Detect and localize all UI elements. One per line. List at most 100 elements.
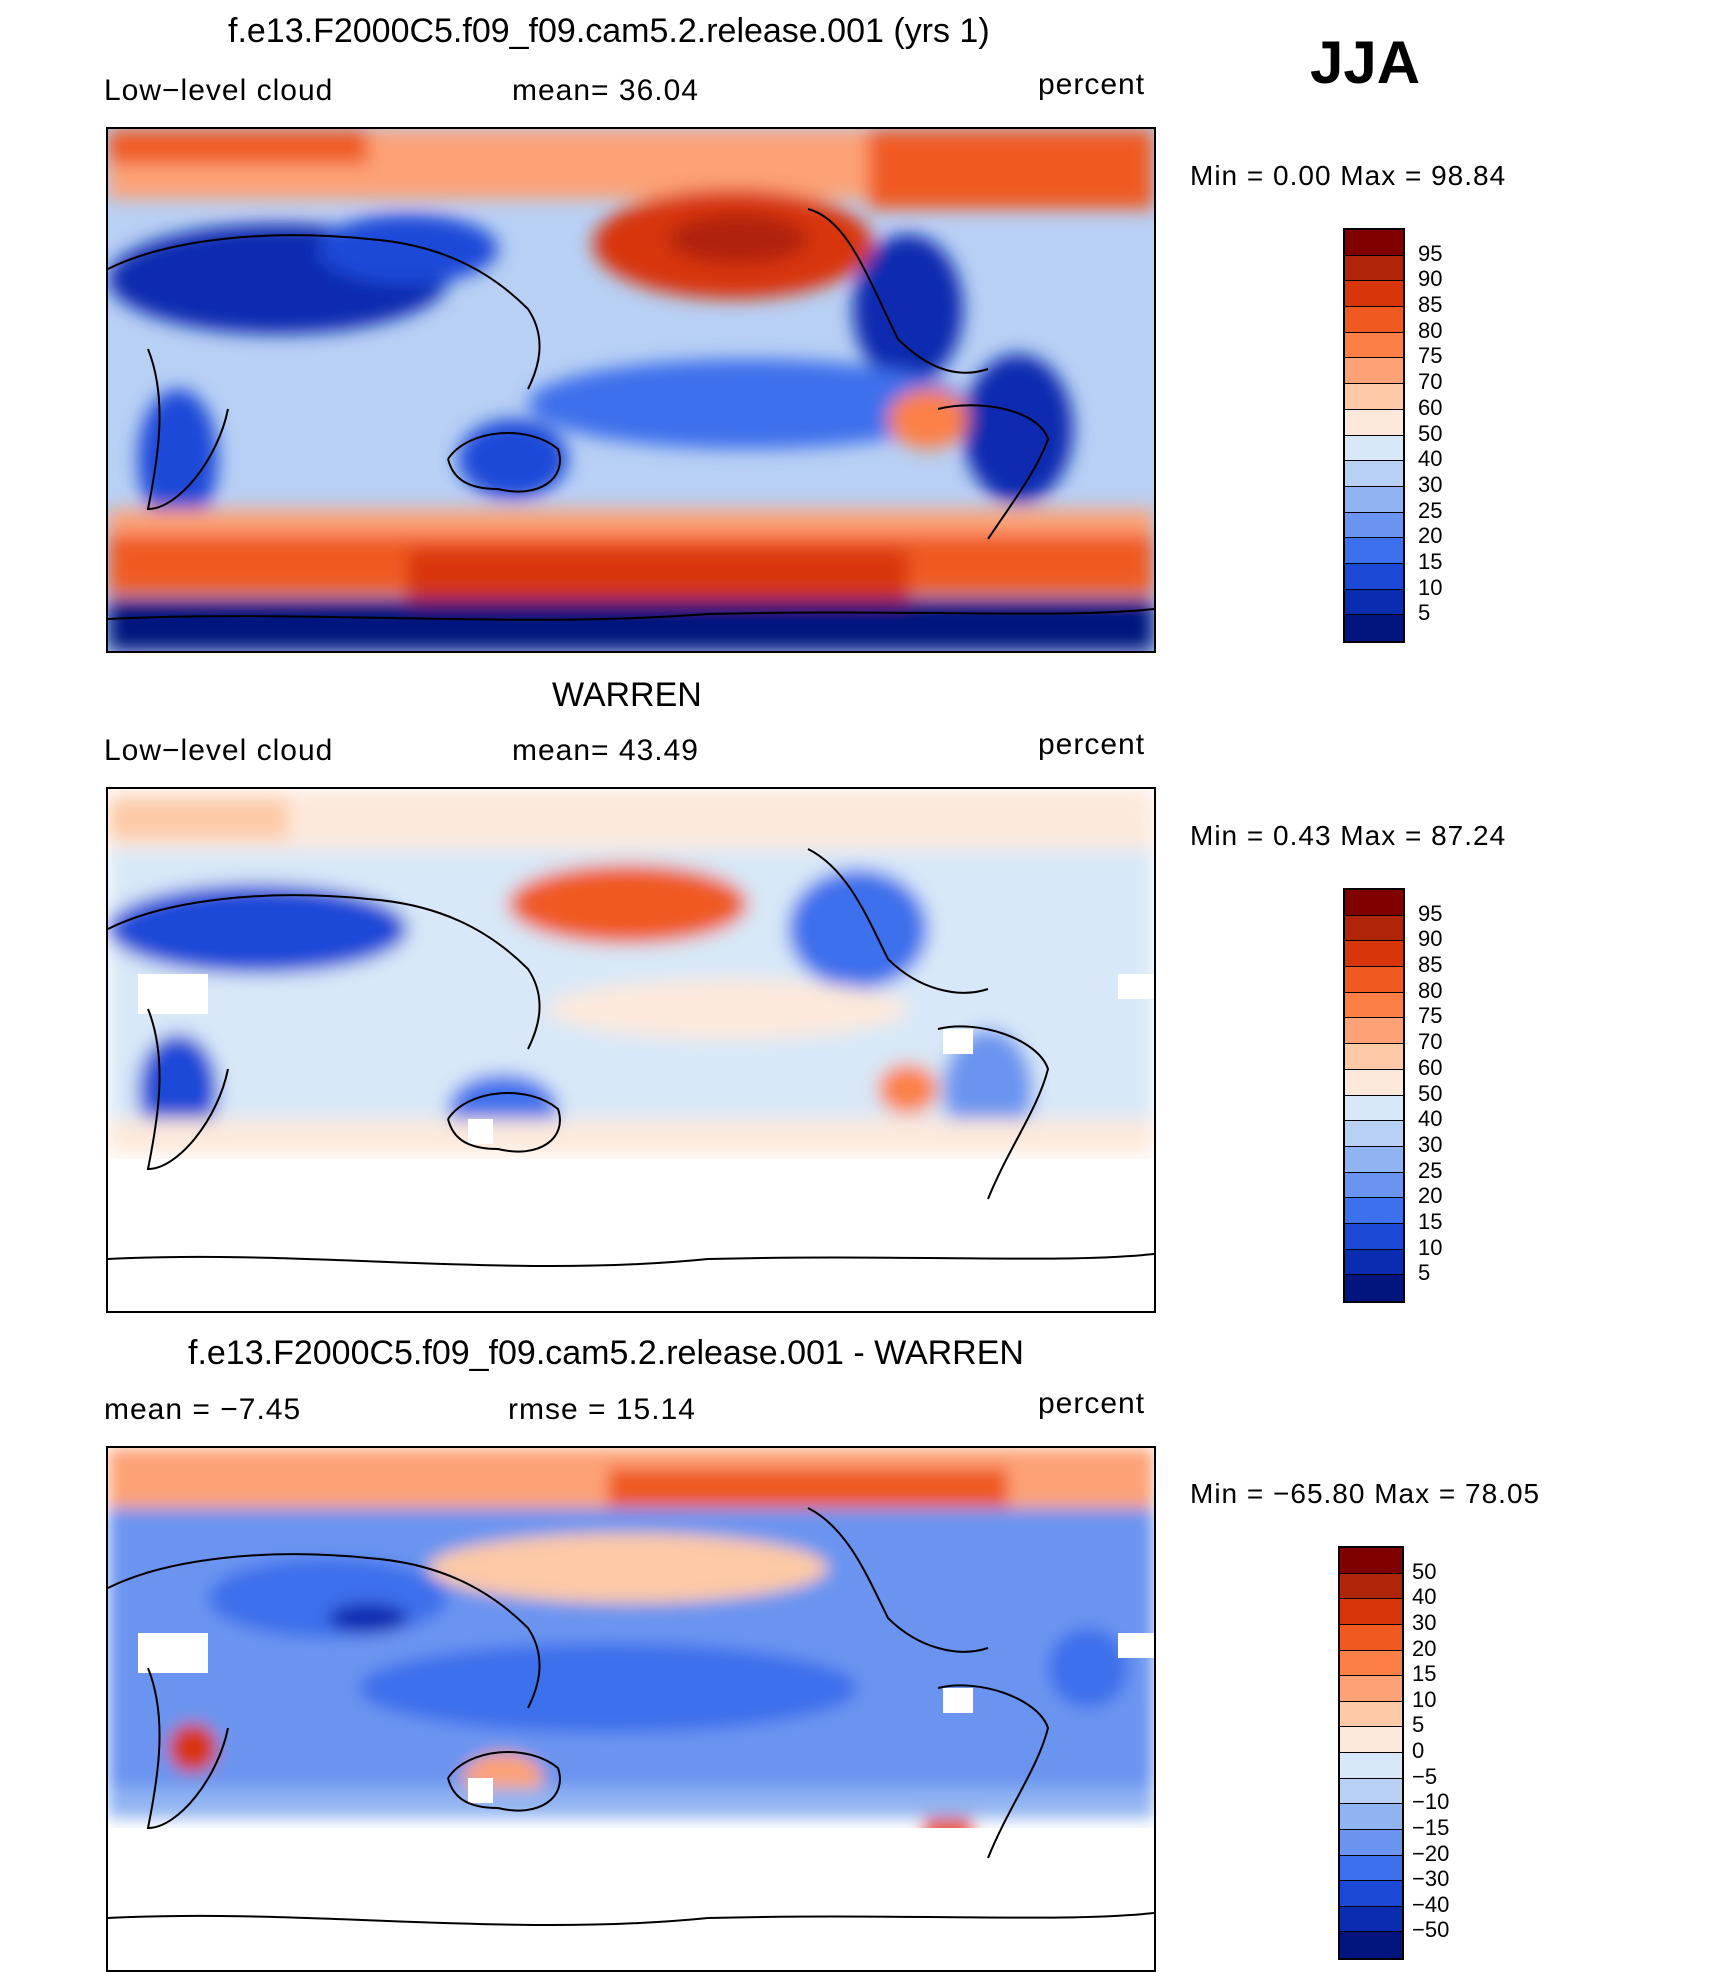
colorbar-swatch: [1345, 281, 1403, 308]
colorbar-swatch: [1345, 230, 1403, 256]
colorbar-swatch: [1345, 1223, 1403, 1250]
colorbar-tick-label: 15: [1418, 548, 1443, 574]
colorbar-tick-label: 25: [1418, 497, 1443, 523]
colorbar-swatch: [1340, 1855, 1402, 1882]
colorbar-swatch: [1345, 1018, 1403, 1045]
colorbar-swatch: [1345, 435, 1403, 462]
colorbar-swatch: [1340, 1932, 1402, 1958]
colorbar-tick-label: 75: [1418, 1003, 1443, 1029]
panel-3-mean-label: mean = −7.45: [104, 1393, 302, 1426]
colorbar-swatch: [1340, 1548, 1402, 1574]
panel-3-minmax: Min = −65.80 Max = 78.05: [1190, 1478, 1541, 1509]
colorbar-swatch: [1345, 992, 1403, 1019]
colorbar-swatch: [1340, 1829, 1402, 1856]
warren-cloud-map: [108, 789, 1154, 1311]
colorbar-swatch: [1340, 1753, 1402, 1779]
panel-2-minmax: Min = 0.43 Max = 87.24: [1190, 820, 1507, 851]
season-label: JJA: [1310, 29, 1421, 96]
panel-2-units-label: percent: [1038, 728, 1146, 761]
panel-2-title: WARREN: [552, 676, 702, 714]
colorbar-swatch: [1340, 1804, 1402, 1830]
colorbar-swatch: [1345, 512, 1403, 539]
colorbar-swatch: [1345, 589, 1403, 616]
colorbar-swatch: [1340, 1624, 1402, 1651]
colorbar-tick-label: −15: [1412, 1814, 1450, 1840]
colorbar-swatch: [1345, 967, 1403, 993]
colorbar-swatch: [1340, 1881, 1402, 1907]
colorbar-swatch: [1340, 1778, 1402, 1805]
colorbar-tick-label: 10: [1412, 1686, 1437, 1712]
colorbar-swatch: [1345, 307, 1403, 333]
colorbar-tick-label: 60: [1418, 394, 1443, 420]
colorbar-swatch: [1345, 941, 1403, 968]
colorbar-tick-label: −50: [1412, 1917, 1450, 1943]
colorbar-swatch: [1345, 1249, 1403, 1276]
panel-3-units-label: percent: [1038, 1387, 1146, 1420]
panel-2-variable-label: Low−level cloud: [104, 734, 334, 767]
panel-2-colorbar: [1343, 888, 1405, 1303]
colorbar-swatch: [1345, 1095, 1403, 1122]
colorbar-tick-label: 50: [1418, 1080, 1443, 1106]
colorbar-tick-label: 50: [1412, 1558, 1437, 1584]
colorbar-tick-label: 90: [1418, 926, 1443, 952]
colorbar-tick-label: 5: [1418, 1260, 1431, 1286]
colorbar-swatch: [1340, 1573, 1402, 1600]
colorbar-tick-label: 80: [1418, 977, 1443, 1003]
colorbar-tick-label: −30: [1412, 1866, 1450, 1892]
colorbar-swatch: [1345, 563, 1403, 590]
colorbar-tick-label: 60: [1418, 1054, 1443, 1080]
colorbar-tick-label: 15: [1418, 1208, 1443, 1234]
panel-1-title: f.e13.F2000C5.f09_f09.cam5.2.release.001…: [228, 12, 990, 50]
colorbar-tick-label: 40: [1418, 1106, 1443, 1132]
colorbar-swatch: [1345, 1172, 1403, 1199]
colorbar-swatch: [1340, 1701, 1402, 1728]
colorbar-tick-label: 20: [1412, 1635, 1437, 1661]
colorbar-tick-label: 40: [1412, 1584, 1437, 1610]
difference-map: [108, 1448, 1154, 1970]
colorbar-tick-label: 20: [1418, 1183, 1443, 1209]
colorbar-tick-label: 5: [1412, 1712, 1425, 1738]
colorbar-swatch: [1340, 1906, 1402, 1933]
colorbar-tick-label: 0: [1412, 1738, 1425, 1763]
colorbar-tick-label: 80: [1418, 317, 1443, 343]
colorbar-swatch: [1345, 358, 1403, 385]
colorbar-tick-label: 30: [1418, 1131, 1443, 1157]
colorbar-swatch: [1345, 1275, 1403, 1301]
colorbar-swatch: [1340, 1727, 1402, 1753]
colorbar-swatch: [1345, 486, 1403, 513]
colorbar-tick-label: 10: [1418, 574, 1443, 600]
colorbar-tick-label: 30: [1412, 1609, 1437, 1635]
panel-3-colorbar: [1338, 1546, 1404, 1960]
colorbar-tick-label: −20: [1412, 1840, 1450, 1866]
colorbar-swatch: [1345, 1146, 1403, 1173]
panel-1-map: [106, 127, 1156, 653]
colorbar-swatch: [1345, 255, 1403, 282]
colorbar-tick-label: 20: [1418, 523, 1443, 549]
colorbar-swatch: [1340, 1599, 1402, 1625]
panel-1-mean-label: mean= 36.04: [512, 74, 699, 107]
colorbar-tick-label: 40: [1418, 446, 1443, 472]
colorbar-tick-label: 30: [1418, 471, 1443, 497]
colorbar-tick-label: −10: [1412, 1789, 1450, 1815]
panel-3-rmse-label: rmse = 15.14: [508, 1393, 696, 1426]
colorbar-tick-label: 25: [1418, 1157, 1443, 1183]
colorbar-tick-label: 15: [1412, 1661, 1437, 1687]
colorbar-swatch: [1345, 915, 1403, 942]
colorbar-tick-label: 95: [1418, 900, 1443, 926]
colorbar-tick-label: 50: [1418, 420, 1443, 446]
panel-1-colorbar: [1343, 228, 1405, 643]
colorbar-tick-label: 70: [1418, 369, 1443, 395]
colorbar-swatch: [1345, 384, 1403, 410]
colorbar-tick-label: 75: [1418, 343, 1443, 369]
colorbar-tick-label: 10: [1418, 1234, 1443, 1260]
colorbar-tick-label: 95: [1418, 240, 1443, 266]
panel-2-mean-label: mean= 43.49: [512, 734, 699, 767]
panel-2-map: [106, 787, 1156, 1313]
colorbar-tick-label: 70: [1418, 1029, 1443, 1055]
colorbar-tick-label: 5: [1418, 600, 1431, 626]
colorbar-swatch: [1345, 1044, 1403, 1070]
panel-1-units-label: percent: [1038, 68, 1146, 101]
colorbar-swatch: [1345, 1069, 1403, 1096]
panel-3-map: [106, 1446, 1156, 1972]
colorbar-swatch: [1345, 461, 1403, 487]
